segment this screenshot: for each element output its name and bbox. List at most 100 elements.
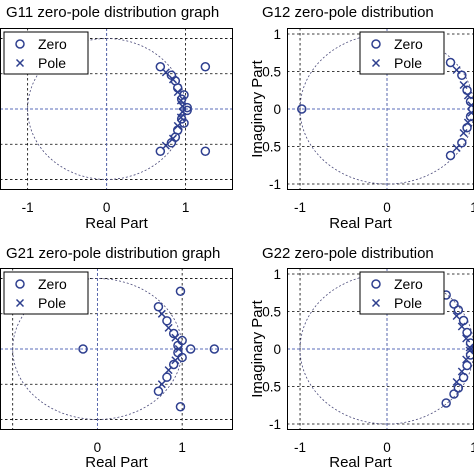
legend-pole-icon	[371, 58, 381, 68]
y-tick-label: -1	[269, 177, 281, 192]
y-tick-label: 0	[273, 342, 281, 357]
plot-area	[0, 28, 233, 190]
zero-marker	[209, 344, 220, 354]
pole-marker	[176, 96, 185, 105]
x-axis-label: Real Part	[329, 454, 392, 471]
zero-marker	[168, 328, 179, 339]
pole-marker	[462, 355, 471, 364]
zero-marker	[457, 138, 467, 148]
zero-marker	[458, 372, 469, 383]
legend-entry-pole: Pole	[38, 295, 66, 311]
panel-4: Zero Pole G22 zero-pole distribution -1 0 1 1 0…	[249, 245, 474, 471]
legend: Zero Pole	[3, 31, 89, 75]
pole-marker	[176, 113, 185, 122]
pole-marker	[459, 128, 468, 138]
zero-marker	[185, 344, 196, 354]
pole-marker	[452, 311, 461, 321]
zero-marker	[153, 301, 164, 312]
zero-marker	[175, 286, 186, 296]
y-tick-label: -1	[269, 417, 281, 432]
pole-marker	[463, 118, 472, 127]
zero-marker	[162, 316, 172, 326]
x-axis-label: Real Part	[85, 454, 148, 471]
pole-marker	[178, 107, 187, 116]
zero-marker	[445, 57, 456, 68]
zero-marker	[78, 344, 88, 354]
pole-marker	[168, 75, 178, 84]
y-axis-label: Imaginary Part	[249, 59, 266, 157]
y-tick-label: 1	[273, 27, 281, 42]
y-axis-label: Imaginary Part	[249, 299, 266, 397]
pole-marker	[462, 334, 471, 343]
zero-marker	[445, 150, 456, 161]
pole-marker	[157, 309, 166, 318]
zero-marker	[200, 146, 211, 157]
legend-entry-zero: Zero	[38, 276, 67, 292]
zero-marker	[155, 61, 166, 72]
zero-marker	[153, 386, 164, 397]
legend-entry-zero: Zero	[38, 36, 67, 52]
legend: Zero Pole	[359, 271, 445, 315]
pole-marker	[452, 65, 461, 75]
pole-marker	[164, 366, 173, 375]
pole-marker	[457, 367, 466, 376]
zero-marker	[297, 104, 307, 114]
panel-3: Zero Pole G21 zero-pole distribution graph…	[0, 245, 233, 471]
plot-frame	[0, 28, 233, 190]
x-tick-label: 1	[470, 200, 474, 215]
y-tick-label: 0	[273, 102, 281, 117]
legend-zero-icon	[371, 39, 381, 49]
pole-marker	[463, 91, 472, 100]
y-tick-label: 0.5	[262, 305, 281, 320]
zero-marker	[449, 389, 459, 399]
legend-entry-pole: Pole	[394, 55, 422, 71]
pole-marker	[164, 323, 173, 332]
pole-marker	[161, 141, 170, 150]
zero-marker	[162, 372, 172, 382]
y-tick-label: -0.5	[258, 140, 281, 155]
legend-pole-icon	[371, 298, 381, 308]
pole-marker	[465, 346, 474, 355]
pole-marker	[452, 377, 461, 387]
chart-title: G11 zero-pole distribution graph	[6, 4, 219, 21]
pole-marker	[459, 80, 468, 90]
x-axis-label: Real Part	[329, 215, 392, 232]
zero-marker	[449, 299, 459, 309]
y-tick-label: 1	[273, 267, 281, 282]
legend-pole-icon	[15, 298, 25, 308]
zero-marker	[441, 398, 451, 408]
x-tick-label: 1	[182, 200, 190, 215]
zero-marker	[168, 359, 179, 370]
legend-zero-icon	[15, 39, 25, 49]
pole-marker	[171, 356, 180, 365]
legend-entry-zero: Zero	[394, 36, 423, 52]
legend: Zero Pole	[3, 271, 89, 315]
panel-1: Zero Pole G11 zero-pole distribution graph…	[0, 4, 233, 232]
zero-marker	[462, 327, 472, 338]
zero-marker	[155, 146, 166, 157]
pole-marker	[168, 134, 178, 143]
x-tick-label: 1	[470, 440, 474, 455]
y-tick-label: -0.5	[258, 380, 281, 395]
chart-title: G12 zero-pole distribution	[262, 4, 434, 21]
plot-area	[0, 268, 233, 430]
chart-title: G22 zero-pole distribution	[262, 245, 434, 262]
legend-zero-icon	[15, 279, 25, 289]
pole-marker	[465, 343, 474, 352]
plot-frame	[0, 268, 233, 430]
legend-entry-pole: Pole	[38, 55, 66, 71]
pole-marker	[161, 68, 170, 77]
pole-marker	[174, 344, 183, 354]
pole-marker	[171, 333, 180, 342]
pole-marker	[457, 322, 466, 331]
pole-marker	[452, 143, 461, 153]
pole-marker	[173, 88, 182, 97]
x-tick-label: 0	[383, 200, 391, 215]
panel-2: Zero Pole G12 zero-pole distribution -1 0 1 1 0…	[249, 4, 474, 232]
zero-marker	[458, 315, 469, 326]
zero-marker	[200, 61, 211, 72]
legend: Zero Pole	[359, 31, 445, 75]
x-tick-label: 1	[178, 440, 186, 455]
pole-marker	[173, 121, 182, 130]
